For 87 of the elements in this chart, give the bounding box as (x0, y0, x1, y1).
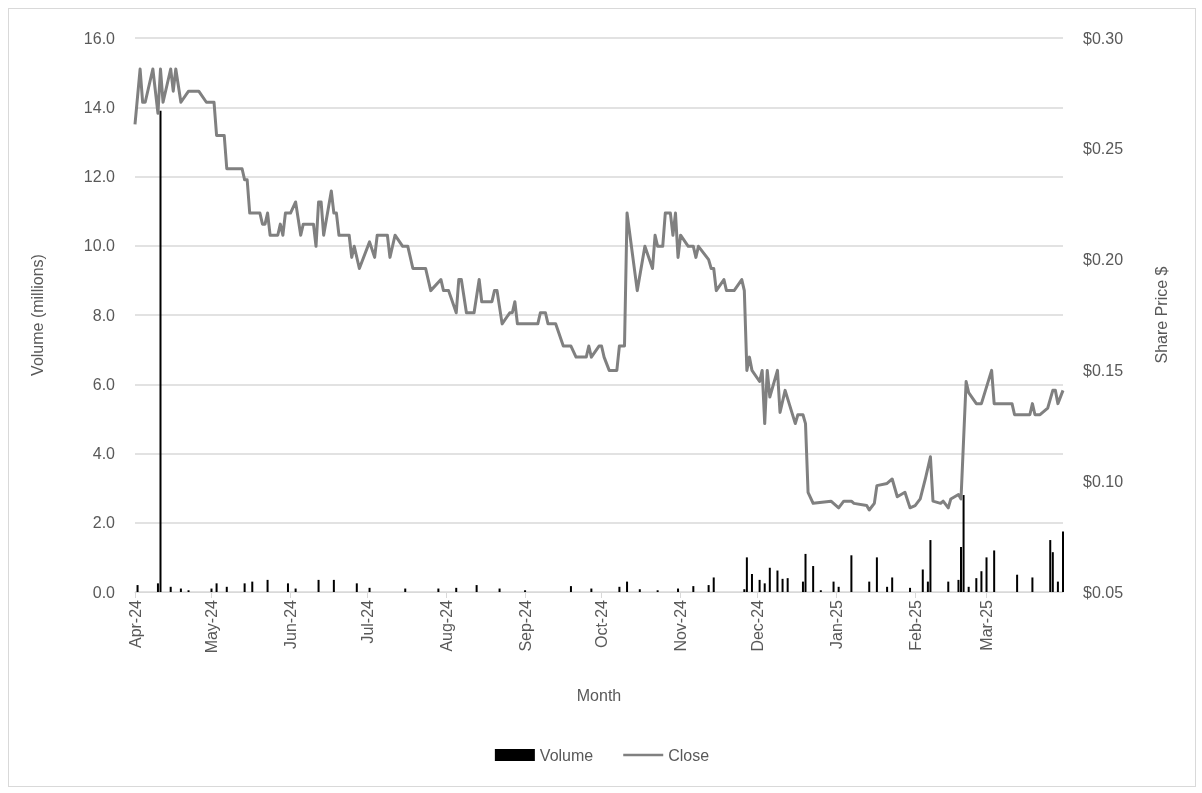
bar (921, 569, 924, 592)
bar (1056, 581, 1059, 592)
bar (868, 581, 871, 592)
x-tick-label: Nov-24 (672, 599, 690, 652)
bar (768, 567, 771, 592)
bar (980, 571, 983, 592)
y2-tick-label: $0.20 (1083, 251, 1124, 269)
bar (707, 585, 710, 592)
bar (850, 555, 853, 592)
bar (993, 550, 996, 592)
bar (332, 579, 335, 592)
bar (929, 540, 932, 592)
bar (962, 495, 965, 592)
x-axis-title: Month (576, 686, 622, 704)
bar (251, 581, 254, 592)
x-tick-label: Aug-24 (437, 599, 455, 652)
bar (947, 581, 950, 592)
bar (569, 586, 572, 592)
bar (286, 583, 289, 592)
line-series (133, 67, 1065, 512)
bar (159, 110, 162, 592)
bar (243, 583, 246, 592)
bar (475, 585, 478, 592)
bar (317, 579, 320, 592)
y-tick-label: 10.0 (83, 237, 116, 255)
bar (832, 581, 835, 592)
bar (368, 587, 371, 592)
legend-label: Volume (539, 746, 594, 764)
x-tick-label: Jan-25 (827, 599, 845, 649)
y-tick-label: 14.0 (83, 98, 116, 116)
x-tick-label: Dec-24 (748, 599, 766, 652)
y-tick-label: 6.0 (92, 375, 116, 393)
bar (875, 557, 878, 592)
bar (967, 586, 970, 592)
bar (1031, 577, 1034, 592)
y2-tick-label: $0.15 (1083, 361, 1124, 379)
legend-label: Close (668, 746, 710, 764)
bar (626, 581, 629, 592)
y2-tick-label: $0.25 (1083, 140, 1124, 158)
bar (638, 589, 641, 592)
bar (975, 578, 978, 592)
bar (763, 583, 766, 592)
y-tick-label: 4.0 (92, 445, 116, 462)
x-tick-label: May-24 (202, 599, 220, 654)
bar (618, 586, 621, 592)
y-tick-label: 0.0 (92, 583, 116, 601)
bar (776, 570, 779, 592)
bar (758, 579, 761, 592)
bar (266, 579, 269, 592)
bar (812, 566, 815, 592)
bar (692, 586, 695, 592)
bar (455, 587, 458, 592)
x-tick-label: Oct-24 (593, 599, 611, 649)
x-tick-label: Mar-25 (978, 599, 996, 651)
bar (786, 578, 789, 592)
bar (215, 583, 218, 592)
bar (712, 577, 715, 592)
bar (745, 557, 748, 592)
x-tick-label: Jul-24 (358, 599, 376, 644)
y-tick-label: 8.0 (92, 306, 116, 324)
bar (169, 586, 172, 592)
y2-tick-label: $0.30 (1083, 29, 1124, 47)
y-axis-title: Volume (millions) (28, 254, 46, 376)
bar (985, 557, 988, 592)
bar (781, 578, 784, 592)
bar (804, 553, 807, 592)
bar (355, 583, 358, 592)
x-tick-label: Sep-24 (516, 599, 534, 652)
bar (1049, 540, 1052, 592)
x-tick-label: Feb-25 (906, 599, 924, 651)
bar (891, 577, 894, 592)
y-tick-label: 2.0 (92, 514, 116, 532)
bar (1016, 574, 1019, 592)
bar (909, 587, 912, 592)
x-tick-label: Apr-24 (126, 599, 144, 649)
bar (136, 585, 139, 592)
y-tick-label: 16.0 (83, 29, 116, 47)
bar (1062, 531, 1064, 592)
bar (886, 586, 889, 592)
bar (225, 586, 228, 592)
bar (837, 586, 840, 592)
y2-tick-label: $0.10 (1083, 472, 1124, 490)
y2-tick-label: $0.05 (1083, 583, 1124, 601)
x-tick-label: Jun-24 (282, 599, 300, 649)
y2-axis-title: Share Price $ (1152, 266, 1170, 364)
bar (750, 574, 753, 592)
y-tick-label: 12.0 (83, 168, 116, 185)
